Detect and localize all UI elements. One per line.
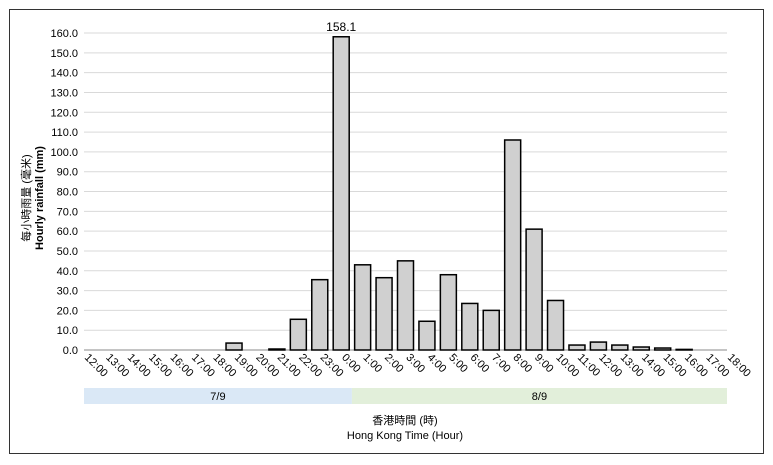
y-tick-label: 100.0 <box>50 147 78 159</box>
date-band-label: 7/9 <box>210 391 225 403</box>
y-axis-title: 每小時雨量 (毫米) Hourly rainfall (mm) <box>19 146 46 250</box>
date-band <box>351 388 727 404</box>
y-tick-label: 90.0 <box>57 167 78 179</box>
bar <box>675 348 693 351</box>
bar <box>653 347 672 351</box>
x-axis-title-en: Hong Kong Time (Hour) <box>347 430 463 442</box>
y-tick-label: 20.0 <box>57 305 78 317</box>
bar <box>225 342 243 351</box>
date-band-label: 8/9 <box>532 391 547 403</box>
bar <box>611 344 629 351</box>
y-tick-label: 0.0 <box>63 345 78 357</box>
bar <box>396 260 415 351</box>
bar <box>632 346 651 351</box>
bar <box>461 302 479 351</box>
bar <box>311 278 329 351</box>
bar <box>439 273 458 351</box>
y-tick-label: 40.0 <box>57 266 78 278</box>
y-tick-label: 150.0 <box>50 48 78 60</box>
bar <box>589 341 608 351</box>
y-tick-label: 80.0 <box>57 187 78 199</box>
bar <box>503 139 522 351</box>
y-tick-label: 30.0 <box>57 286 78 298</box>
y-tick-label: 110.0 <box>51 127 78 139</box>
y-tick-label: 160.0 <box>50 28 78 40</box>
y-tick-label: 120.0 <box>50 107 78 119</box>
bar <box>268 348 286 351</box>
y-tick-label: 10.0 <box>57 325 78 337</box>
y-tick-label: 50.0 <box>57 246 78 258</box>
y-tick-label: 60.0 <box>57 226 78 238</box>
bar <box>525 228 543 351</box>
bar <box>332 36 350 351</box>
bar <box>353 264 372 351</box>
data-label: 158.1 <box>326 20 356 34</box>
y-tick-label: 140.0 <box>50 68 78 80</box>
y-axis-title-zh: 每小時雨量 (毫米) <box>19 154 33 241</box>
bar <box>546 299 565 351</box>
y-tick-label: 130.0 <box>50 87 78 99</box>
bar <box>289 318 308 351</box>
bar <box>418 320 436 351</box>
date-band <box>84 388 352 404</box>
bar <box>482 309 500 351</box>
x-axis-title-zh: 香港時間 (時) <box>372 414 437 427</box>
y-axis-title-en: Hourly rainfall (mm) <box>34 146 46 250</box>
bar <box>375 276 393 351</box>
y-tick-label: 70.0 <box>57 206 78 218</box>
bar <box>568 344 586 351</box>
